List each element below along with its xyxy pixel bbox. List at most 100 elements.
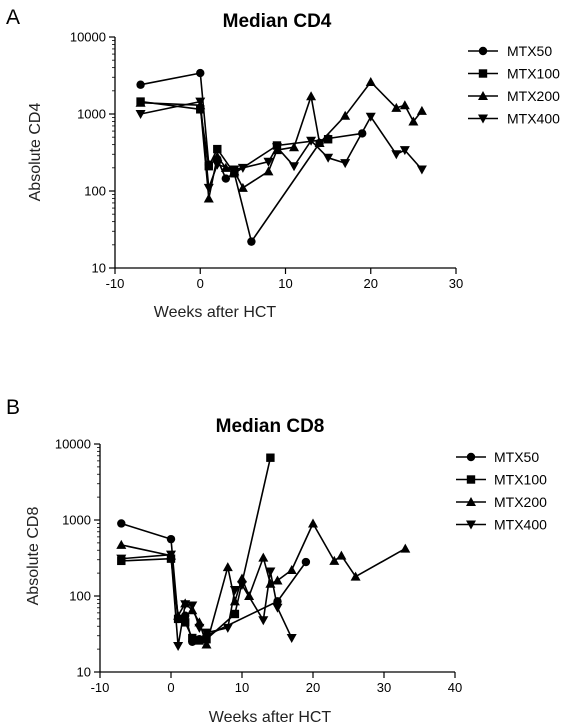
x-tick-label: -10 xyxy=(106,276,125,291)
data-point-mtx200 xyxy=(237,182,248,192)
legend-marker xyxy=(466,452,476,462)
data-point-mtx200 xyxy=(340,110,351,120)
legend-label: MTX200 xyxy=(494,494,547,510)
data-point-mtx400 xyxy=(166,550,176,560)
data-point-mtx400 xyxy=(203,183,214,193)
data-point-mtx50 xyxy=(136,80,145,89)
data-point-mtx200 xyxy=(365,77,376,87)
data-point-mtx200 xyxy=(258,552,269,562)
series-mtx200 xyxy=(135,77,427,203)
data-point-mtx100 xyxy=(266,453,275,462)
data-point-mtx50 xyxy=(301,557,311,567)
series-line-mtx200 xyxy=(121,522,406,646)
legend-item-mtx200: MTX200 xyxy=(468,88,560,104)
x-tick-label: 40 xyxy=(448,680,462,695)
y-tick-label: 10 xyxy=(77,665,91,680)
y-tick-label: 100 xyxy=(84,184,106,199)
data-point-mtx200 xyxy=(308,518,318,528)
x-tick-label: 30 xyxy=(377,680,391,695)
y-tick-label: 10000 xyxy=(55,437,91,452)
data-point-mtx400 xyxy=(258,616,269,626)
data-point-mtx400 xyxy=(323,153,334,163)
x-tick-label: 0 xyxy=(197,276,204,291)
data-point-mtx400 xyxy=(116,554,127,564)
data-point-mtx400 xyxy=(286,634,297,644)
data-point-mtx400 xyxy=(399,146,410,156)
data-point-mtx400 xyxy=(237,580,247,590)
series-mtx200 xyxy=(116,518,411,649)
panel-a-series xyxy=(135,68,427,246)
data-point-mtx100 xyxy=(202,635,211,644)
data-point-mtx400 xyxy=(187,601,198,611)
data-point-mtx400 xyxy=(391,150,402,160)
panel-a-letter: A xyxy=(6,6,20,29)
data-point-mtx400 xyxy=(180,600,191,610)
y-tick-label: 10000 xyxy=(70,30,106,45)
data-point-mtx400 xyxy=(265,567,276,577)
panel-a-chart: A Median CD4 Weeks after HCT Absolute CD… xyxy=(6,6,560,321)
data-point-mtx200 xyxy=(263,166,274,176)
data-point-mtx200 xyxy=(237,573,247,583)
legend-label: MTX400 xyxy=(494,517,547,533)
legend-label: MTX50 xyxy=(507,43,552,59)
data-point-mtx200 xyxy=(286,564,297,574)
data-point-mtx400 xyxy=(194,623,205,633)
legend-marker xyxy=(478,46,488,56)
data-point-mtx200 xyxy=(400,543,411,553)
legend-label: MTX50 xyxy=(494,449,539,465)
data-point-mtx200 xyxy=(408,116,419,126)
panel-b-letter: B xyxy=(6,396,20,419)
data-point-mtx200 xyxy=(201,639,212,649)
data-point-mtx400 xyxy=(173,641,184,651)
data-point-mtx200 xyxy=(212,151,223,161)
data-point-mtx400 xyxy=(229,165,240,175)
data-point-mtx400 xyxy=(271,143,282,153)
data-point-mtx100 xyxy=(204,161,213,171)
data-point-mtx400 xyxy=(195,97,206,107)
series-line-mtx200 xyxy=(140,81,423,200)
data-point-mtx400 xyxy=(289,162,300,172)
data-point-mtx400 xyxy=(237,163,248,173)
legend-marker xyxy=(478,69,488,78)
data-point-mtx100 xyxy=(188,633,197,643)
panel-b-title: Median CD8 xyxy=(216,416,325,437)
panel-b-y-axis-label: Absolute CD8 xyxy=(25,507,42,606)
series-line-mtx100 xyxy=(140,100,329,175)
panel-b-x-axis-label: Weeks after HCT xyxy=(209,709,332,726)
legend-item-mtx200: MTX200 xyxy=(456,494,547,510)
data-point-mtx400 xyxy=(365,112,376,122)
y-tick-label: 1000 xyxy=(77,107,106,122)
data-point-mtx50 xyxy=(166,534,176,544)
legend-label: MTX100 xyxy=(507,66,560,82)
data-point-mtx400 xyxy=(340,159,351,169)
data-point-mtx100 xyxy=(213,144,222,154)
panel-a-x-axis-label: Weeks after HCT xyxy=(154,304,277,321)
data-point-mtx50 xyxy=(247,237,256,246)
data-point-mtx200 xyxy=(203,193,214,203)
data-point-mtx100 xyxy=(230,609,240,619)
x-tick-label: 0 xyxy=(167,680,174,695)
data-point-mtx400 xyxy=(222,623,233,633)
panel-b-axes xyxy=(99,444,455,673)
legend-item-mtx50: MTX50 xyxy=(456,449,539,465)
x-tick-label: -10 xyxy=(91,680,110,695)
legend-marker xyxy=(466,497,476,506)
data-point-mtx200 xyxy=(289,142,300,152)
series-line-mtx400 xyxy=(121,553,293,647)
data-point-mtx400 xyxy=(212,160,223,170)
data-point-mtx200 xyxy=(391,102,402,112)
series-mtx50 xyxy=(136,68,367,246)
data-point-mtx100 xyxy=(181,618,190,627)
data-point-mtx50 xyxy=(196,68,205,78)
data-point-mtx200 xyxy=(350,571,361,581)
series-mtx400 xyxy=(116,550,297,651)
data-point-mtx400 xyxy=(263,157,274,167)
legend-marker xyxy=(466,520,476,530)
data-point-mtx200 xyxy=(314,138,325,148)
series-mtx400 xyxy=(135,97,427,193)
x-tick-label: 10 xyxy=(278,276,292,291)
legend-marker xyxy=(466,475,476,484)
x-tick-label: 20 xyxy=(306,680,320,695)
data-point-mtx400 xyxy=(201,628,212,638)
